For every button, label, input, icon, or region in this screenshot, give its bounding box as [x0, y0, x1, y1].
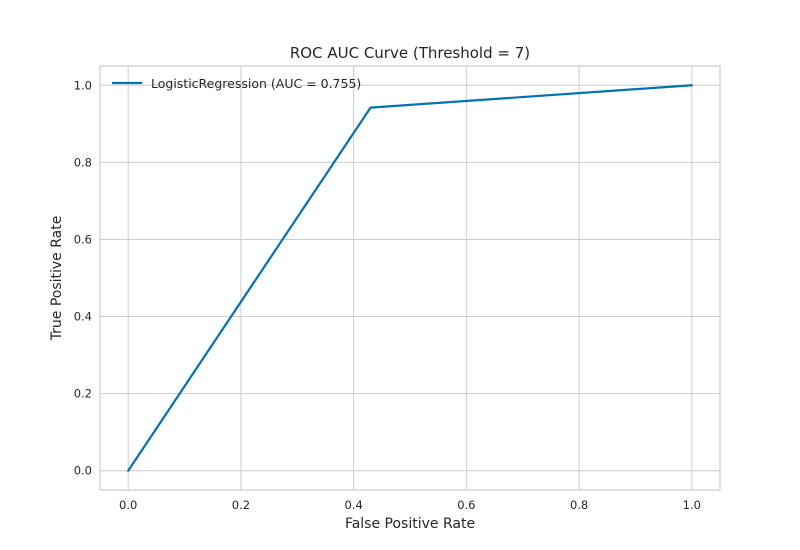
x-axis-label: False Positive Rate	[345, 516, 475, 532]
x-tick-labels: 0.0 0.2 0.4 0.6 0.8 1.0	[119, 498, 701, 512]
plot-background	[100, 66, 720, 490]
x-tick-label: 0.2	[232, 498, 250, 512]
y-tick-label: 0.0	[74, 464, 92, 478]
x-tick-label: 0.4	[344, 498, 362, 512]
y-tick-label: 0.4	[74, 310, 92, 324]
y-axis-label: True Positive Rate	[49, 216, 65, 342]
x-tick-label: 0.6	[457, 498, 475, 512]
y-tick-label: 1.0	[74, 78, 92, 92]
legend-label: LogisticRegression (AUC = 0.755)	[151, 76, 361, 91]
x-tick-label: 0.8	[570, 498, 588, 512]
y-tick-label: 0.2	[74, 387, 92, 401]
y-tick-label: 0.8	[74, 155, 92, 169]
chart-title: ROC AUC Curve (Threshold = 7)	[290, 44, 530, 62]
x-tick-label: 0.0	[119, 498, 137, 512]
y-tick-label: 0.6	[74, 232, 92, 246]
y-tick-labels: 0.0 0.2 0.4 0.6 0.8 1.0	[74, 78, 92, 477]
x-tick-label: 1.0	[683, 498, 701, 512]
